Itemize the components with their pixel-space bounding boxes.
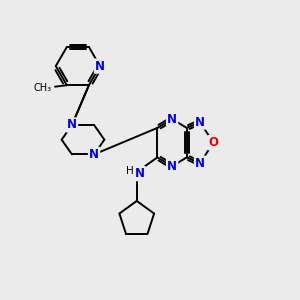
Text: N: N — [89, 148, 99, 161]
Text: N: N — [167, 160, 177, 173]
Text: N: N — [67, 118, 77, 131]
Text: N: N — [95, 60, 105, 73]
Text: N: N — [167, 112, 177, 126]
Text: N: N — [135, 167, 145, 180]
Text: N: N — [195, 116, 205, 128]
Text: N: N — [195, 157, 205, 170]
Text: CH₃: CH₃ — [34, 83, 52, 93]
Text: O: O — [208, 136, 218, 149]
Text: H: H — [125, 166, 133, 176]
